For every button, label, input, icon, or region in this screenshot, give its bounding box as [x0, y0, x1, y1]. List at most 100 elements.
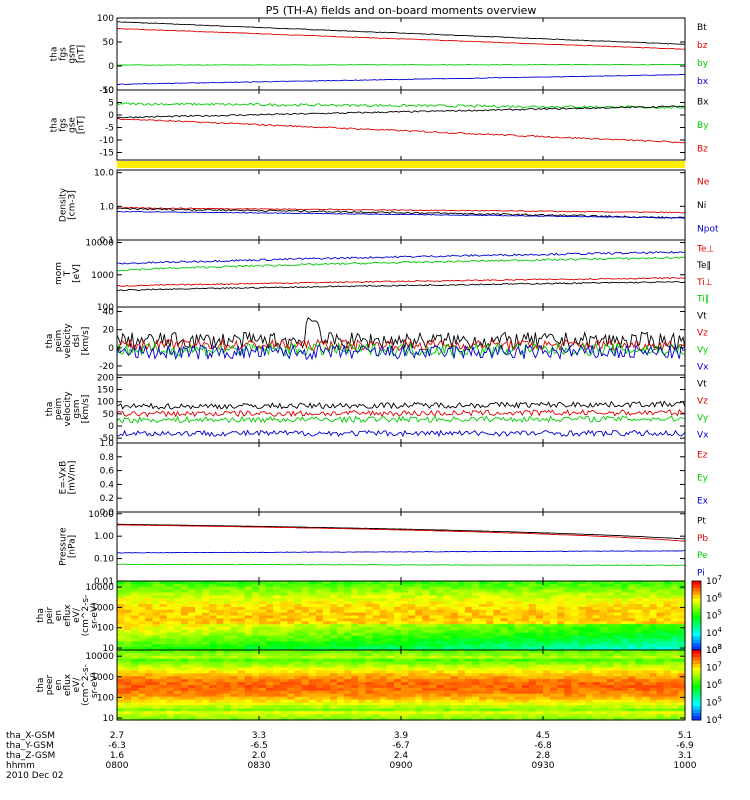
spectrogram-cell — [585, 661, 594, 666]
spectrogram-cell — [635, 641, 643, 645]
spectrogram-cell — [606, 638, 615, 642]
spectrogram-cell — [124, 667, 132, 672]
spectrogram-cell — [180, 652, 189, 657]
spectrogram-cell — [223, 615, 232, 619]
spectrogram-cell — [379, 641, 388, 645]
spectrogram-cell — [337, 708, 345, 712]
colorbar-cell — [692, 639, 701, 644]
spectrogram-cell — [273, 624, 281, 628]
spectrogram-cell — [351, 609, 359, 614]
spectrogram-cell — [571, 705, 580, 709]
spectrogram-cell — [259, 693, 267, 698]
spectrogram-cell — [180, 655, 189, 660]
spectrogram-cell — [422, 714, 430, 718]
spectrogram-cell — [677, 650, 686, 654]
spectrogram-cell — [493, 673, 501, 677]
spectrogram-cell — [379, 612, 388, 617]
spectrogram-cell — [493, 667, 501, 672]
spectrogram-cell — [422, 690, 430, 695]
spectrogram-cell — [408, 687, 416, 692]
spectrogram-cell — [166, 604, 175, 608]
spectrogram-cell — [237, 612, 246, 617]
spectrogram-cell — [308, 650, 317, 654]
spectrogram-cell — [230, 624, 239, 628]
spectrogram-cell — [599, 676, 608, 680]
y-axis-label: gsm — [68, 44, 78, 63]
spectrogram-cell — [486, 627, 494, 631]
spectrogram-cell — [507, 702, 516, 707]
spectrogram-cell — [521, 687, 530, 692]
colorbar-cell — [692, 581, 701, 585]
spectrogram-cell — [663, 635, 672, 640]
spectrogram-cell — [244, 690, 253, 695]
spectrogram-cell — [514, 583, 523, 588]
spectrogram-cell — [344, 589, 352, 594]
spectrogram-cell — [280, 644, 288, 648]
legend-Ne: Ne — [697, 178, 710, 188]
spectrogram-cell — [280, 586, 288, 591]
spectrogram-cell — [273, 687, 281, 692]
spectrogram-cell — [528, 673, 537, 677]
spectrogram-cell — [472, 714, 480, 718]
spectrogram-cell — [280, 708, 288, 712]
spectrogram-cell — [401, 685, 409, 689]
spectrogram-cell — [528, 581, 537, 585]
spectrogram-cell — [330, 685, 338, 689]
spectrogram-cell — [159, 647, 168, 651]
spectrogram-cell — [408, 650, 416, 654]
spectrogram-cell — [131, 598, 139, 602]
spectrogram-cell — [429, 714, 438, 718]
spectrogram-cell — [429, 652, 438, 657]
spectrogram-cell — [294, 638, 303, 642]
spectrogram-cell — [315, 627, 324, 631]
spectrogram-cell — [443, 714, 452, 718]
spectrogram-cell — [152, 705, 161, 709]
spectrogram-cell — [159, 586, 168, 591]
spectrogram-cell — [351, 644, 359, 648]
spectrogram-cell — [230, 667, 239, 672]
spectrogram-cell — [514, 693, 523, 698]
spectrogram-cell — [564, 589, 572, 594]
spectrogram-cell — [415, 612, 423, 617]
spectrogram-cell — [571, 598, 580, 602]
spectrogram-cell — [507, 589, 516, 594]
spectrogram-cell — [550, 632, 558, 637]
spectrogram-cell — [131, 667, 139, 672]
spectrogram-cell — [429, 676, 438, 680]
spectrogram-cell — [621, 592, 629, 596]
spectrogram-cell — [443, 598, 452, 602]
spectrogram-cell — [195, 711, 203, 715]
spectrogram-cell — [322, 705, 331, 709]
spectrogram-cell — [294, 627, 303, 631]
spectrogram-cell — [649, 618, 658, 622]
spectrogram-cell — [344, 618, 352, 622]
colorbar-cell — [692, 685, 701, 689]
spectrogram-cell — [457, 670, 466, 674]
spectrogram-cell — [273, 615, 281, 619]
spectrogram-cell — [308, 673, 317, 677]
spectrogram-cell — [344, 581, 352, 585]
spectrogram-cell — [330, 702, 338, 707]
spectrogram-cell — [670, 589, 679, 594]
spectrogram-cell — [429, 661, 438, 666]
spectrogram-cell — [479, 676, 487, 680]
spectrogram-cell — [259, 609, 267, 614]
spectrogram-cell — [528, 708, 537, 712]
spectrogram-cell — [344, 702, 352, 707]
spectrogram-cell — [472, 615, 480, 619]
legend-Ey: Ey — [697, 474, 709, 484]
spectrogram-cell — [294, 615, 303, 619]
spectrogram-cell — [656, 595, 665, 599]
spectrogram-cell — [308, 708, 317, 712]
spectrogram-cell — [621, 717, 629, 721]
spectrogram-cell — [408, 647, 416, 651]
spectrogram-cell — [677, 658, 686, 663]
spectrogram-cell — [564, 595, 572, 599]
y-axis-label: [cm-3] — [68, 190, 78, 220]
spectrogram-cell — [287, 609, 296, 614]
spectrogram-cell — [564, 679, 572, 683]
spectrogram-cell — [408, 629, 416, 634]
spectrogram-cell — [180, 650, 189, 654]
spectrogram-cell — [287, 708, 296, 712]
spectrogram-cell — [521, 644, 530, 648]
